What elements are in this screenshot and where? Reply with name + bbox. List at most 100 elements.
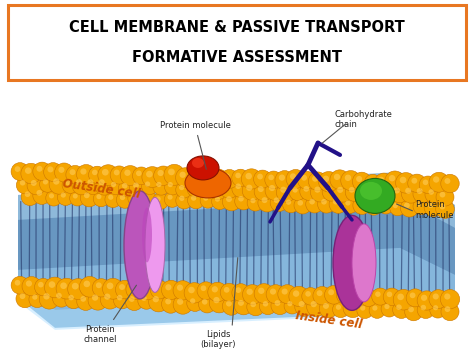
Circle shape <box>45 277 65 298</box>
Circle shape <box>223 182 230 189</box>
Circle shape <box>375 291 381 297</box>
Text: Protein molecule: Protein molecule <box>160 121 230 169</box>
Circle shape <box>396 173 416 193</box>
Circle shape <box>11 276 29 294</box>
Circle shape <box>286 169 305 189</box>
Circle shape <box>393 203 398 208</box>
Circle shape <box>405 188 411 194</box>
Circle shape <box>347 288 367 308</box>
Ellipse shape <box>185 168 231 198</box>
Circle shape <box>235 173 241 178</box>
Circle shape <box>46 190 62 206</box>
Circle shape <box>347 302 353 308</box>
Circle shape <box>47 166 54 173</box>
Circle shape <box>413 198 429 214</box>
Circle shape <box>337 187 343 193</box>
Circle shape <box>243 285 262 305</box>
Circle shape <box>365 198 383 215</box>
Ellipse shape <box>124 191 156 299</box>
Circle shape <box>333 301 349 318</box>
Circle shape <box>299 301 305 307</box>
Circle shape <box>219 178 239 198</box>
Circle shape <box>108 179 124 195</box>
Circle shape <box>213 173 219 178</box>
Circle shape <box>360 289 377 306</box>
Circle shape <box>356 176 362 182</box>
Circle shape <box>138 292 155 309</box>
Circle shape <box>190 298 195 304</box>
Circle shape <box>220 283 238 301</box>
Circle shape <box>374 173 393 191</box>
Circle shape <box>177 299 183 305</box>
Circle shape <box>444 293 450 300</box>
Circle shape <box>94 175 114 195</box>
Circle shape <box>349 187 355 193</box>
Circle shape <box>89 166 106 184</box>
Circle shape <box>133 167 150 185</box>
Circle shape <box>351 292 357 298</box>
Circle shape <box>334 174 340 180</box>
Circle shape <box>307 297 326 317</box>
Circle shape <box>152 193 169 209</box>
Circle shape <box>246 173 252 179</box>
Circle shape <box>58 167 64 173</box>
Circle shape <box>220 170 239 189</box>
Circle shape <box>436 200 454 218</box>
Circle shape <box>16 290 34 308</box>
Circle shape <box>157 170 164 176</box>
Circle shape <box>387 291 392 297</box>
Circle shape <box>108 195 113 200</box>
Circle shape <box>120 195 125 200</box>
Circle shape <box>303 186 309 192</box>
Circle shape <box>142 166 163 187</box>
Circle shape <box>379 186 397 204</box>
Circle shape <box>83 280 90 287</box>
Circle shape <box>295 297 314 316</box>
Circle shape <box>384 304 390 309</box>
Circle shape <box>179 196 184 201</box>
Circle shape <box>257 174 263 179</box>
Circle shape <box>360 305 365 311</box>
Circle shape <box>167 195 173 200</box>
Circle shape <box>188 287 195 293</box>
Circle shape <box>429 290 448 308</box>
Circle shape <box>22 277 41 296</box>
Circle shape <box>385 171 405 191</box>
Circle shape <box>270 194 288 212</box>
Circle shape <box>197 179 216 198</box>
Circle shape <box>155 196 161 202</box>
Circle shape <box>197 282 215 300</box>
Circle shape <box>428 202 434 208</box>
Circle shape <box>445 306 450 312</box>
Circle shape <box>342 197 358 213</box>
Circle shape <box>165 299 171 304</box>
Circle shape <box>150 280 169 299</box>
Circle shape <box>117 295 122 300</box>
Circle shape <box>284 298 300 314</box>
Circle shape <box>76 164 96 184</box>
Circle shape <box>175 168 195 187</box>
Circle shape <box>232 284 250 301</box>
Circle shape <box>201 182 207 189</box>
Circle shape <box>318 195 335 213</box>
Circle shape <box>325 285 343 304</box>
Circle shape <box>289 184 306 201</box>
Ellipse shape <box>355 179 395 213</box>
Circle shape <box>232 169 249 187</box>
Circle shape <box>330 170 349 190</box>
Circle shape <box>119 284 125 290</box>
Circle shape <box>25 168 31 174</box>
Circle shape <box>179 185 184 190</box>
Circle shape <box>392 301 410 318</box>
Circle shape <box>66 165 84 184</box>
Circle shape <box>199 296 216 313</box>
Circle shape <box>100 290 120 309</box>
Circle shape <box>31 180 36 186</box>
Circle shape <box>406 289 424 307</box>
Circle shape <box>420 305 426 310</box>
Circle shape <box>235 192 252 210</box>
Circle shape <box>208 282 228 302</box>
Ellipse shape <box>352 224 376 302</box>
Circle shape <box>416 201 421 207</box>
Circle shape <box>343 298 363 318</box>
